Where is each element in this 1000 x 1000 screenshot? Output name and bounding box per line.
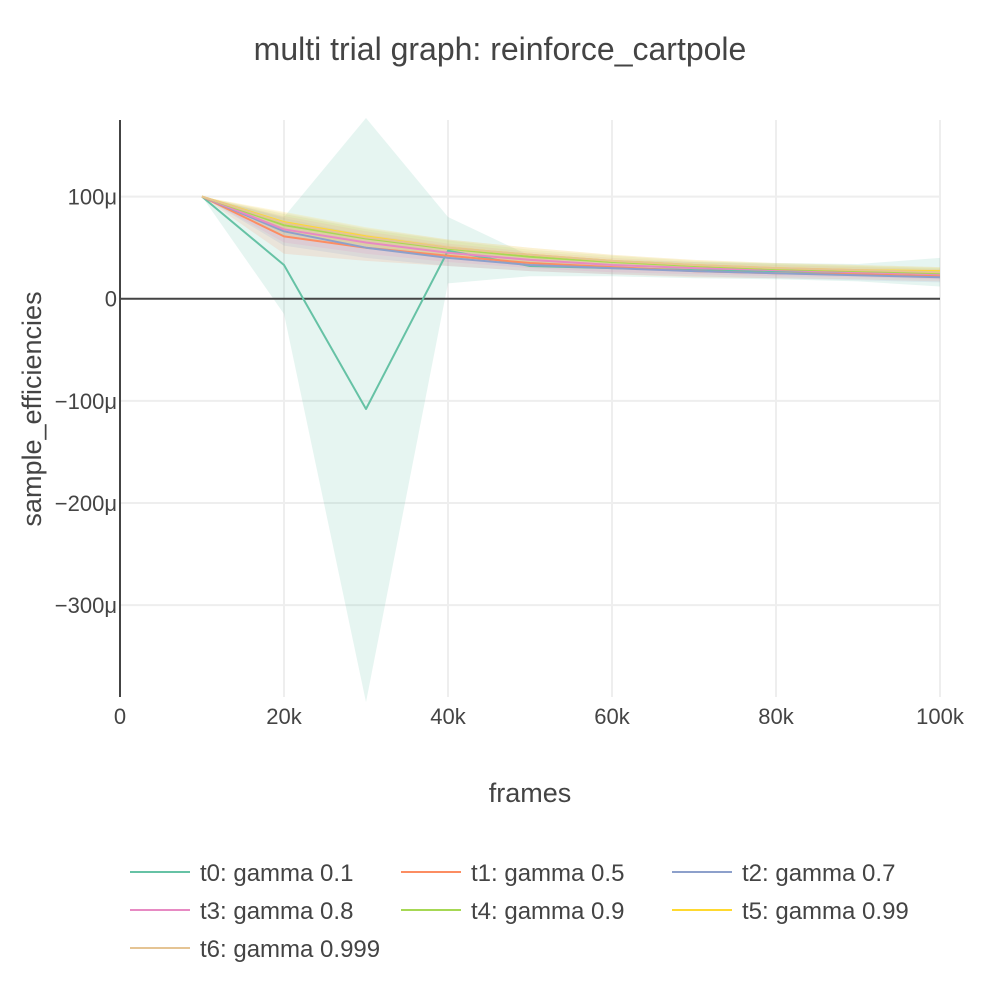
- legend-label: t0: gamma 0.1: [200, 860, 353, 887]
- legend-label: t1: gamma 0.5: [471, 860, 624, 887]
- x-tick-label: 20k: [266, 704, 302, 729]
- y-tick-label: 0: [105, 287, 117, 312]
- grid-lines: [120, 120, 941, 697]
- chart-title: multi trial graph: reinforce_cartpole: [254, 31, 747, 67]
- legend-label: t2: gamma 0.7: [742, 860, 895, 887]
- legend[interactable]: t0: gamma 0.1 t1: gamma 0.5 t2: gamma 0.7 t…: [130, 860, 909, 963]
- series-line: [201, 195, 941, 276]
- legend-label: t4: gamma 0.9: [471, 898, 624, 925]
- x-tick-label: 80k: [758, 704, 794, 729]
- legend-item[interactable]: t1: gamma 0.5: [401, 860, 624, 887]
- legend-item[interactable]: t6: gamma 0.999: [130, 936, 380, 963]
- legend-label: t5: gamma 0.99: [742, 898, 909, 925]
- y-tick-label: −300μ: [55, 593, 117, 618]
- x-tick-label: 60k: [594, 704, 630, 729]
- y-tick-label: −100μ: [55, 389, 117, 414]
- x-tick-label: 40k: [430, 704, 466, 729]
- tick-labels: 0 20k 40k 60k 80k 100k 100μ 0 −100μ −200μ −300μ: [55, 185, 965, 729]
- legend-item[interactable]: t5: gamma 0.99: [672, 898, 909, 925]
- x-tick-label: 0: [114, 704, 126, 729]
- x-axis-title: frames: [489, 778, 572, 808]
- legend-item[interactable]: t2: gamma 0.7: [672, 860, 895, 887]
- series-line: [201, 195, 941, 279]
- x-tick-label: 100k: [916, 704, 965, 729]
- y-tick-label: 100μ: [68, 185, 117, 210]
- series-lines: [201, 195, 941, 410]
- legend-item[interactable]: t4: gamma 0.9: [401, 898, 624, 925]
- error-band: [202, 196, 940, 282]
- y-tick-label: −200μ: [55, 491, 117, 516]
- legend-label: t3: gamma 0.8: [200, 898, 353, 925]
- legend-item[interactable]: t3: gamma 0.8: [130, 898, 353, 925]
- y-axis-title: sample_efficiencies: [17, 291, 47, 526]
- error-band: [202, 118, 940, 703]
- legend-label: t6: gamma 0.999: [200, 936, 380, 963]
- series-line: [201, 195, 941, 274]
- legend-item[interactable]: t0: gamma 0.1: [130, 860, 353, 887]
